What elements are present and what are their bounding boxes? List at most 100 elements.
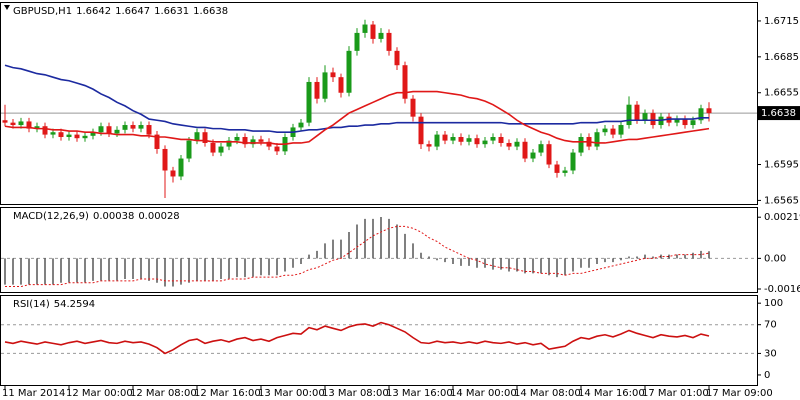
candle-body (442, 134, 448, 141)
x-tick-label: 13 Mar 16:00 (386, 388, 453, 399)
candle-body (18, 121, 24, 126)
macd-panel (0, 207, 758, 293)
candle-body (106, 126, 112, 134)
header-value: MACD(12,26,9) (13, 211, 89, 222)
candle-body (426, 144, 432, 147)
header-value: RSI(14) (13, 299, 50, 310)
header-value: GBPUSD,H1 (13, 6, 72, 17)
y-tick-label: 1.6565 (764, 195, 799, 206)
rsi-line (4, 321, 710, 355)
candle-body (466, 138, 472, 142)
header-value: 1.6647 (115, 6, 150, 17)
header-value: 1.6631 (154, 6, 189, 17)
header-value: 1.6638 (193, 6, 228, 17)
moving-average (4, 64, 709, 134)
candle-body (618, 125, 624, 135)
panel-header: GBPUSD,H1 1.6642 1.6647 1.6631 1.6638 (13, 6, 228, 17)
candle-body (578, 137, 584, 153)
y-tick-label: 70 (764, 320, 777, 331)
candle-body (474, 138, 480, 145)
candle-body (354, 32, 360, 51)
candle-body (226, 140, 232, 147)
x-tick-label: 13 Mar 08:00 (322, 388, 389, 399)
x-tick-label: 14 Mar 08:00 (514, 388, 581, 399)
candle-body (146, 125, 152, 135)
candle-body (514, 141, 520, 147)
candle-body (130, 125, 136, 129)
candle-body (186, 140, 192, 159)
x-tick-label: 12 Mar 00:00 (66, 388, 133, 399)
candle-body (602, 128, 608, 133)
candle-body (650, 113, 656, 126)
candle-body (490, 137, 496, 141)
current-price-label: 1.6638 (761, 108, 796, 119)
candle-body (234, 137, 240, 141)
candle-body (322, 72, 328, 99)
candle-body (538, 144, 544, 153)
candle-body (554, 164, 560, 173)
candle-body (274, 146, 280, 152)
x-tick-label: 17 Mar 09:00 (706, 388, 773, 399)
candle-body (362, 24, 368, 33)
candle-body (138, 125, 144, 129)
candle-body (434, 134, 440, 147)
candle-body (522, 141, 528, 159)
y-tick-label: 1.6715 (764, 16, 799, 27)
header-value: 1.6642 (76, 6, 111, 17)
candle-body (482, 140, 488, 145)
candle-body (450, 137, 456, 141)
candle-body (258, 139, 264, 142)
candle-body (202, 132, 208, 143)
candle-body (642, 113, 648, 121)
x-tick-label: 12 Mar 16:00 (194, 388, 261, 399)
candle-body (42, 126, 48, 135)
candle-body (314, 81, 320, 99)
candle-body (162, 148, 168, 171)
candle-body (74, 134, 80, 139)
candle-body (98, 126, 104, 133)
candle-body (570, 152, 576, 171)
panel-header: RSI(14) 54.2594 (13, 299, 95, 310)
candle-body (378, 32, 384, 39)
candle-body (370, 24, 376, 39)
y-tick-label: 1.6655 (764, 88, 799, 99)
candle-body (410, 98, 416, 117)
y-tick-label: 100 (764, 298, 783, 309)
panel-icon (4, 5, 10, 10)
candle-body (682, 119, 688, 126)
candle-body (690, 120, 696, 126)
header-value: 0.00038 (93, 211, 134, 222)
candle-body (90, 132, 96, 136)
price-panel (0, 2, 758, 205)
x-tick-label: 17 Mar 01:00 (642, 388, 709, 399)
candle-body (218, 146, 224, 153)
candle-body (610, 128, 616, 135)
y-tick-label: 0.00219 (764, 212, 800, 223)
signal-line (5, 225, 710, 288)
candle-body (546, 144, 552, 165)
candle-body (634, 104, 640, 121)
x-tick-label: 14 Mar 16:00 (578, 388, 645, 399)
candle-body (242, 137, 248, 145)
candle-body (530, 152, 536, 159)
y-tick-label: 0 (764, 370, 770, 381)
candle-body (338, 77, 344, 93)
candle-body (394, 50, 400, 66)
candle-body (50, 132, 56, 135)
x-tick-label: 12 Mar 08:00 (130, 388, 197, 399)
y-tick-label: 30 (764, 348, 777, 359)
plot-layer: GBPUSD,H1 1.6642 1.6647 1.6631 1.6638 1.6715 1… (1, 6, 800, 399)
rsi-panel (0, 295, 758, 386)
candle-body (250, 139, 256, 145)
candle-body (418, 116, 424, 145)
candle-body (82, 135, 88, 139)
candle-body (266, 141, 272, 147)
candle-body (34, 126, 40, 129)
x-tick-label: 11 Mar 2014 (2, 388, 65, 399)
candle-body (562, 170, 568, 173)
candle-body (66, 134, 72, 137)
header-value: 0.00028 (138, 211, 179, 222)
candle-body (458, 137, 464, 142)
x-tick-label: 14 Mar 00:00 (450, 388, 517, 399)
